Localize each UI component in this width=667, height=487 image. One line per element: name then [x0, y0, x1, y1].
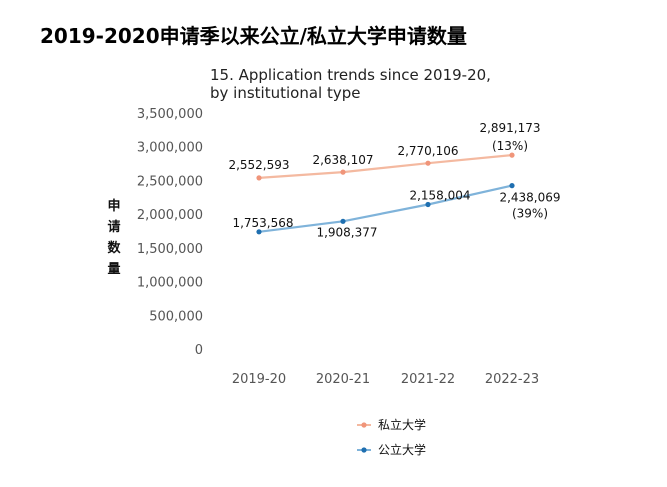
data-label-public: 1,908,377 — [316, 225, 377, 239]
data-label-private: 2,638,107 — [312, 153, 373, 167]
y-tick-label: 1,000,000 — [137, 276, 203, 291]
y-axis-title-char: 请 — [107, 220, 121, 235]
chart-title: 15. Application trends since 2019-20, by… — [210, 66, 491, 102]
y-tick-label: 0 — [195, 343, 203, 358]
legend-marker-public — [361, 447, 367, 453]
y-axis-title-char: 申 — [107, 199, 121, 214]
y-tick-label: 3,500,000 — [137, 107, 203, 122]
x-tick-label: 2021-22 — [401, 372, 455, 387]
legend-label-private: 私立大学 — [378, 417, 426, 432]
data-point-public — [509, 183, 515, 189]
y-tick-label: 1,500,000 — [137, 242, 203, 257]
y-axis-title-char: 数 — [107, 241, 121, 256]
data-label-private: 2,770,106 — [397, 144, 458, 158]
y-tick-label: 2,500,000 — [137, 174, 203, 189]
data-label-public: 2,158,004 — [409, 188, 470, 202]
data-point-private — [425, 160, 431, 166]
x-tick-label: 2019-20 — [232, 372, 286, 387]
data-label-public: 1,753,568 — [232, 216, 293, 230]
change-label-private: (13%) — [492, 139, 528, 153]
data-point-private — [340, 169, 346, 175]
x-tick-label: 2020-21 — [316, 372, 370, 387]
data-point-public — [425, 201, 431, 208]
chart-title-line-1: 15. Application trends since 2019-20, — [210, 66, 491, 84]
data-point-public — [340, 218, 346, 224]
data-point-private — [256, 175, 262, 181]
y-tick-label: 500,000 — [149, 309, 203, 324]
series-line-public — [258, 184, 513, 233]
legend-label-public: 公立大学 — [378, 442, 426, 457]
legend-marker-private — [361, 422, 367, 428]
y-tick-label: 2,000,000 — [137, 208, 203, 223]
data-label-public: 2,438,069 — [499, 191, 560, 205]
y-axis-title: 申请数量 — [104, 196, 124, 280]
data-label-private: 2,891,173 — [479, 121, 540, 135]
x-tick-label: 2022-23 — [485, 372, 539, 387]
y-axis-title-char: 量 — [107, 262, 121, 277]
change-label-public: (39%) — [512, 207, 548, 221]
series-line-private — [258, 154, 513, 179]
chart-title-line-2: by institutional type — [210, 84, 361, 102]
data-label-private: 2,552,593 — [228, 158, 289, 172]
y-tick-label: 3,000,000 — [137, 141, 203, 156]
page-title: 2019-2020申请季以来公立/私立大学申请数量 — [40, 24, 467, 48]
data-point-public — [256, 229, 262, 235]
data-point-private — [509, 152, 515, 158]
